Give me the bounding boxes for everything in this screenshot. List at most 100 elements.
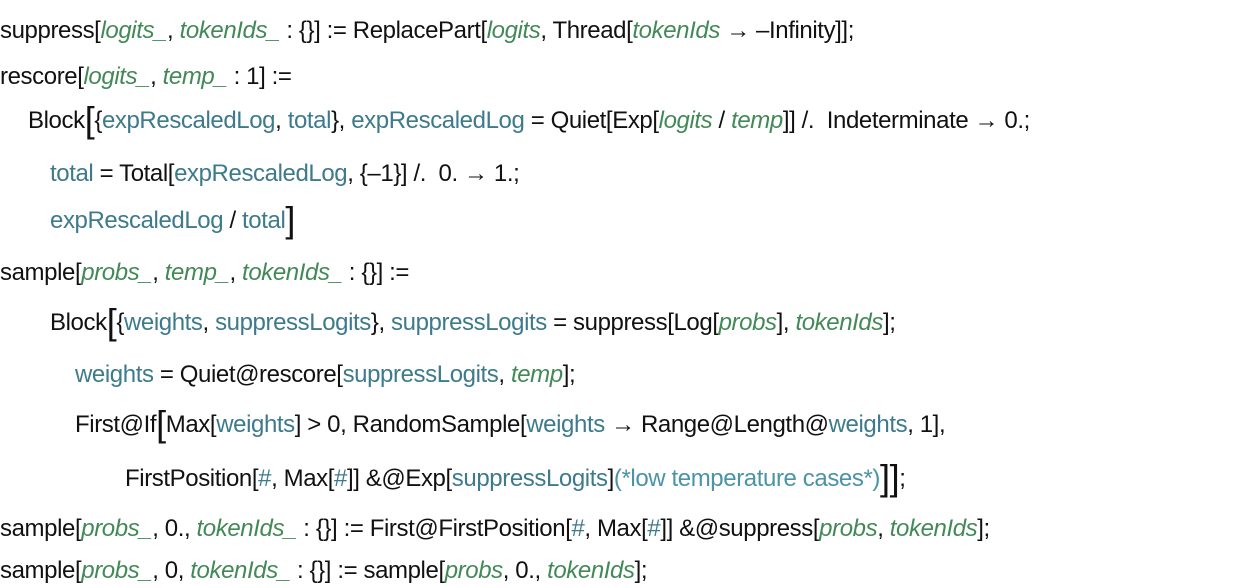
pattern-token: temp_ [162,63,228,90]
code-token: = Total[ [93,160,175,187]
variable-token: weights [123,309,203,336]
code-token: , [150,63,163,90]
code-line: rescore[logits_, temp_ : 1] := [0,62,292,92]
code-token: , [275,107,288,134]
code-token: }, [370,309,392,336]
variable-token: # [647,515,661,542]
code-token: , 0, [152,557,191,584]
pattern-token: tokenIds [889,515,978,542]
variable-token: suppressLogits [451,465,608,492]
pattern-token: tokenIds [547,557,635,584]
comment-token: (*low temperature cases*) [613,465,881,492]
code-token: { [116,309,124,336]
code-token: sample[ [0,259,82,286]
pattern-token: probs_ [81,515,153,542]
variable-token: suppressLogits [391,309,547,336]
code-token: , [202,309,216,336]
bracket-token: [ [156,403,166,444]
code-token: , [167,17,180,44]
code-line: Block[{expRescaledLog, total}, expRescal… [28,102,1030,138]
code-line: sample[probs_, 0., tokenIds_ : {}] := Fi… [0,514,990,544]
variable-token: expRescaledLog [101,107,276,134]
code-token: , Max[ [271,465,335,492]
code-token: ] > 0, RandomSample[ [294,411,527,438]
pattern-token: tokenIds_ [196,515,298,542]
code-token: : {}] := First@FirstPosition[ [297,515,572,542]
code-token: sample[ [0,515,82,542]
code-token: , Thread[ [540,17,633,44]
code-token: , [152,259,165,286]
pattern-token: logits_ [100,17,168,44]
code-token: ]] &@suppress[ [660,515,820,542]
code-token: FirstPosition[ [125,465,259,492]
pattern-token: tokenIds_ [242,259,343,286]
variable-token: expRescaledLog [174,160,348,187]
code-token: , {–1}] /. 0. → 1.; [347,160,520,187]
pattern-token: tokenIds [795,309,883,336]
pattern-token: probs [718,309,777,336]
code-line: weights = Quiet@rescore[suppressLogits, … [75,360,576,390]
code-line: expRescaledLog / total] [50,202,295,238]
pattern-token: probs_ [81,557,153,584]
code-token: = suppress[Log[ [546,309,719,336]
code-token: First@If [75,411,157,438]
code-token: , [877,515,890,542]
pattern-token: tokenIds_ [190,557,291,584]
bracket-token: [ [84,99,95,140]
code-token: , Max[ [584,515,648,542]
code-token: ]; [977,515,990,542]
code-token: = Quiet[Exp[ [524,107,659,134]
code-token: : {}] := [342,259,410,286]
code-line: total = Total[expRescaledLog, {–1}] /. 0… [50,159,520,189]
code-token: → Range@Length@ [604,411,829,438]
code-token: , 0., [502,557,548,584]
pattern-token: probs_ [81,259,153,286]
code-token: rescore[ [0,63,84,90]
code-token: Block [28,107,85,134]
bracket-token: [ [106,301,117,342]
pattern-token: logits_ [83,63,151,90]
pattern-token: temp [731,107,783,134]
code-token: ]; [882,309,896,336]
code-token: / [223,207,243,234]
pattern-token: temp_ [164,259,230,286]
code-token: : {}] := sample[ [290,557,445,584]
code-token: / [712,107,732,134]
code-token: , 0., [152,515,197,542]
pattern-token: logits [486,17,541,44]
variable-token: suppressLogits [342,361,499,388]
variable-token: weights [75,361,154,388]
code-line: sample[probs_, 0, tokenIds_ : {}] := sam… [0,556,648,586]
variable-token: weights [526,411,605,438]
pattern-token: tokenIds_ [179,17,281,44]
code-token: }, [331,107,352,134]
code-token: Max[ [165,411,217,438]
code-token: { [94,107,102,134]
variable-token: # [258,465,272,492]
variable-token: total [287,107,332,134]
code-token: : {}] := ReplacePart[ [280,17,487,44]
code-token: ]; [562,361,576,388]
code-token: sample[ [0,557,82,584]
code-line: Block[{weights, suppressLogits}, suppres… [50,304,896,340]
code-token: → –Infinity]]; [719,17,854,44]
code-token: ; [899,465,906,492]
variable-token: # [571,515,585,542]
bracket-token: ] [285,199,295,240]
code-token: suppress[ [0,17,101,44]
variable-token: weights [216,411,295,438]
pattern-token: probs [444,557,503,584]
code-line: FirstPosition[#, Max[#]] &@Exp[suppressL… [125,460,906,496]
code-token: : 1] := [227,63,292,90]
code-token: , [498,361,511,388]
variable-token: # [334,465,347,492]
code-token: ] [607,465,615,492]
variable-token: total [242,207,286,234]
code-token: ]] /. Indeterminate → 0.; [782,107,1030,134]
pattern-token: tokenIds [632,17,720,44]
variable-token: suppressLogits [215,309,371,336]
pattern-token: logits [658,107,713,134]
code-token: , [229,259,243,286]
bracket-token: ]] [880,457,900,498]
code-token: , 1], [907,411,946,438]
